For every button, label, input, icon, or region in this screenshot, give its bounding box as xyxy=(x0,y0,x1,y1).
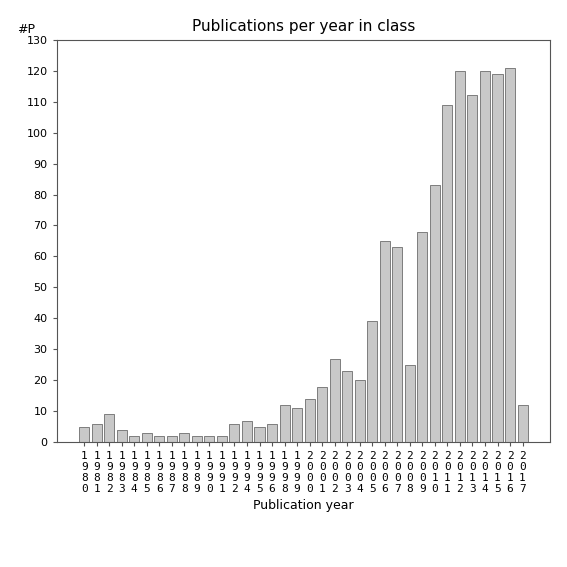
Bar xyxy=(355,380,365,442)
Bar xyxy=(179,433,189,442)
Title: Publications per year in class: Publications per year in class xyxy=(192,19,415,35)
Bar xyxy=(117,430,126,442)
Bar xyxy=(367,321,377,442)
Bar xyxy=(480,71,490,442)
Bar xyxy=(79,427,89,442)
Bar xyxy=(104,414,114,442)
Bar xyxy=(417,232,428,442)
Bar xyxy=(255,427,265,442)
Bar xyxy=(505,67,515,442)
Bar xyxy=(230,424,239,442)
Bar xyxy=(392,247,403,442)
Bar xyxy=(192,436,202,442)
Bar xyxy=(329,359,340,442)
Bar xyxy=(167,436,177,442)
Bar xyxy=(342,371,352,442)
Bar xyxy=(405,365,415,442)
Bar xyxy=(442,105,452,442)
Bar xyxy=(129,436,139,442)
Bar xyxy=(242,421,252,442)
Bar xyxy=(304,399,315,442)
Bar xyxy=(204,436,214,442)
Bar xyxy=(317,387,327,442)
Text: #P: #P xyxy=(17,23,35,36)
Bar xyxy=(217,436,227,442)
Bar xyxy=(92,424,101,442)
Bar xyxy=(455,71,465,442)
Bar xyxy=(154,436,164,442)
Bar xyxy=(467,95,477,442)
Bar xyxy=(518,405,527,442)
X-axis label: Publication year: Publication year xyxy=(253,499,354,512)
Bar xyxy=(280,405,290,442)
Bar xyxy=(430,185,440,442)
Bar xyxy=(493,74,502,442)
Bar xyxy=(267,424,277,442)
Bar xyxy=(292,408,302,442)
Bar xyxy=(142,433,152,442)
Bar xyxy=(380,241,390,442)
